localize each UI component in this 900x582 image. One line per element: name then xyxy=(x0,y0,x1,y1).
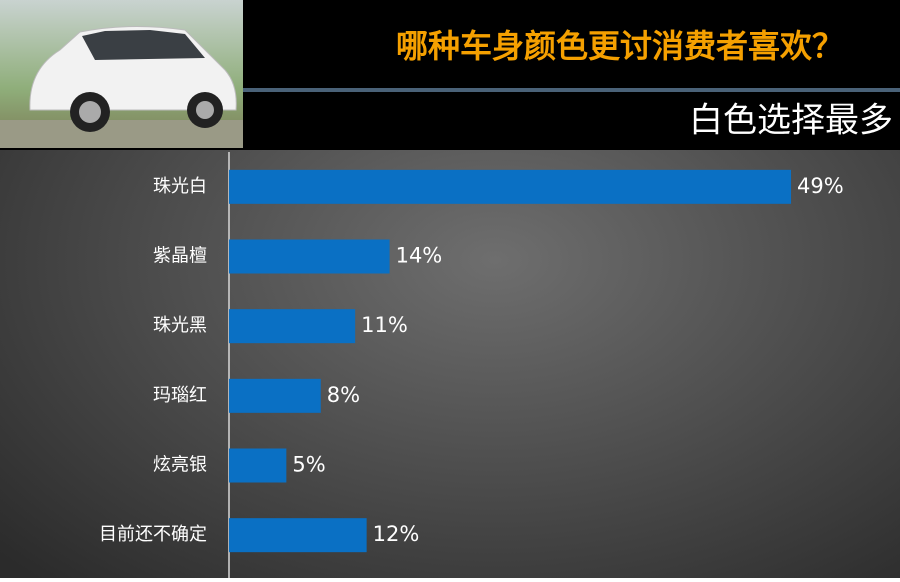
category-label: 珠光黑 xyxy=(153,315,207,336)
value-label: 8% xyxy=(327,383,360,407)
category-label: 珠光白 xyxy=(153,176,207,197)
bar xyxy=(229,169,792,204)
car-photo xyxy=(0,0,243,148)
value-label: 11% xyxy=(361,313,408,337)
chart-title: 哪种车身颜色更讨消费者喜欢？ xyxy=(396,27,844,65)
category-label: 玛瑙红 xyxy=(153,385,207,406)
chart-subtitle: 白色选择最多 xyxy=(689,101,893,141)
bar xyxy=(229,309,356,344)
bar xyxy=(229,239,390,274)
value-label: 5% xyxy=(292,453,325,477)
value-label: 12% xyxy=(373,522,420,546)
category-label: 紫晶檀 xyxy=(153,246,207,267)
category-label: 炫亮银 xyxy=(153,455,207,476)
category-label: 目前还不确定 xyxy=(99,524,207,545)
bar xyxy=(229,448,287,483)
bar xyxy=(229,378,321,413)
value-label: 49% xyxy=(797,174,844,198)
bar xyxy=(229,518,367,553)
value-label: 14% xyxy=(396,244,443,268)
